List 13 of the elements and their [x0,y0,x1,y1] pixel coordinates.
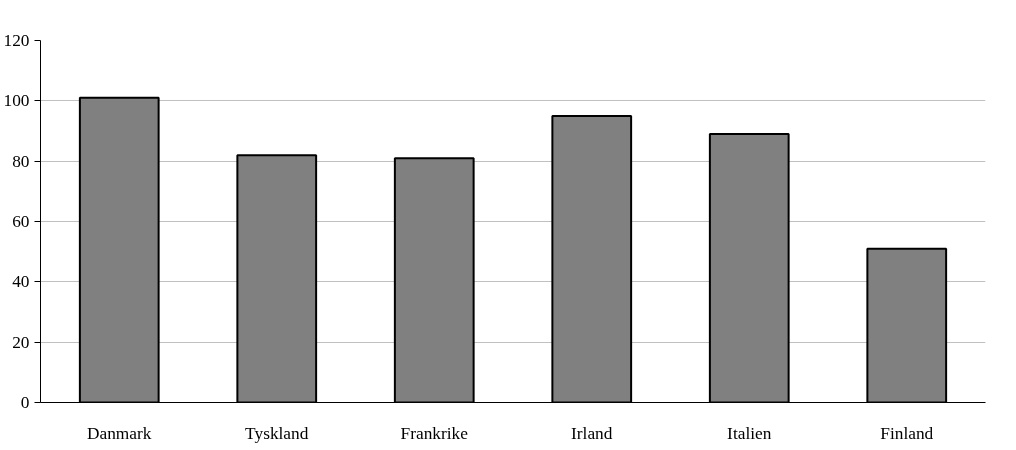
y-tick-label: 120 [3,31,30,50]
y-tick-label: 20 [12,332,30,352]
y-tick-label: 0 [20,393,30,412]
y-tick-label: 40 [12,272,30,292]
x-tick-label: Tyskland [245,423,309,443]
x-tick-label: Finland [880,423,934,443]
x-tick-label: Italien [727,423,772,443]
x-tick-label: Irland [571,423,613,443]
x-tick-label: Frankrike [400,423,469,443]
y-tick-label: 100 [3,91,30,111]
y-tick-label: 60 [12,212,30,231]
x-tick-label: Danmark [87,423,152,443]
y-tick-label: 80 [12,151,30,171]
